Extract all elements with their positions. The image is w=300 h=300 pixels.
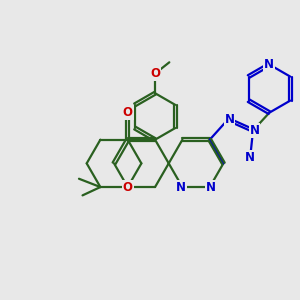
Text: N: N bbox=[206, 181, 216, 194]
Text: N: N bbox=[264, 58, 274, 71]
Text: O: O bbox=[150, 67, 160, 80]
Text: N: N bbox=[245, 151, 255, 164]
Text: N: N bbox=[224, 113, 235, 126]
Text: O: O bbox=[123, 181, 133, 194]
Text: N: N bbox=[176, 181, 186, 194]
Text: O: O bbox=[123, 106, 133, 119]
Text: N: N bbox=[250, 124, 260, 137]
